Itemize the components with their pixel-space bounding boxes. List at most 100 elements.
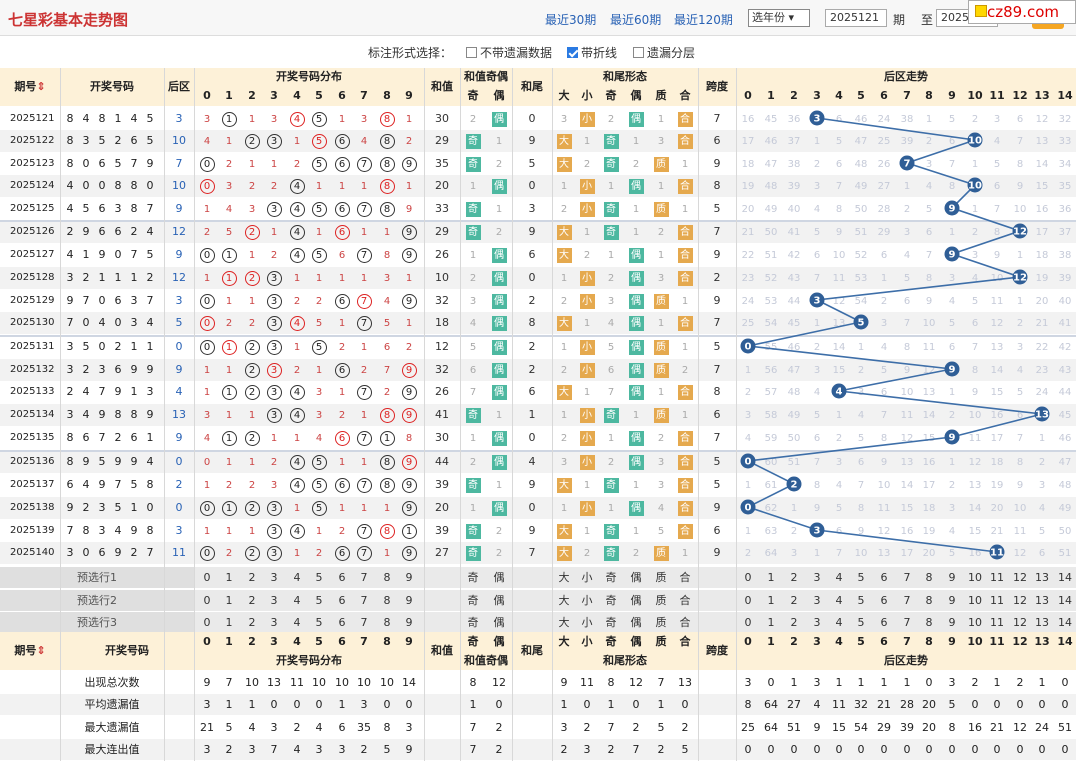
selector-back[interactable]: 7 <box>903 571 911 584</box>
selector-digit[interactable]: 1 <box>225 616 233 629</box>
selector-back[interactable]: 4 <box>835 571 843 584</box>
selector-digit[interactable]: 3 <box>270 594 278 607</box>
recent-30-link[interactable]: 最近30期 <box>545 13 597 27</box>
selector-shape[interactable]: 大 <box>558 616 570 629</box>
year-select[interactable]: 选年份 ▾ <box>748 9 810 27</box>
selector-digit[interactable]: 0 <box>203 571 211 584</box>
selector-back[interactable]: 13 <box>1035 616 1049 629</box>
selector-back[interactable]: 10 <box>968 616 982 629</box>
checkbox-checked-icon[interactable] <box>567 47 578 58</box>
selector-back[interactable]: 5 <box>857 571 865 584</box>
footer-period[interactable]: 期号⇕ <box>0 632 60 670</box>
selector-back[interactable]: 9 <box>948 616 956 629</box>
selector-shape[interactable]: 质 <box>655 616 667 629</box>
selector-digit[interactable]: 0 <box>203 616 211 629</box>
selector-shape[interactable]: 小 <box>581 616 593 629</box>
selector-digit[interactable]: 8 <box>383 594 391 607</box>
selector-back[interactable]: 4 <box>835 616 843 629</box>
selector-back[interactable]: 7 <box>903 594 911 607</box>
selector-back[interactable]: 9 <box>948 571 956 584</box>
selector-digit[interactable]: 2 <box>248 594 256 607</box>
selector-shape[interactable]: 大 <box>558 571 570 584</box>
selector-digit[interactable]: 4 <box>293 594 301 607</box>
selector-back[interactable]: 3 <box>813 594 821 607</box>
selector-oe[interactable]: 奇 <box>467 594 479 607</box>
selector-oe[interactable]: 奇 <box>467 571 479 584</box>
selector-back[interactable]: 1 <box>767 571 775 584</box>
checkbox-icon[interactable] <box>466 47 477 58</box>
selector-digit[interactable]: 9 <box>405 594 413 607</box>
selector-digit[interactable]: 7 <box>360 594 368 607</box>
selector-back[interactable]: 9 <box>948 594 956 607</box>
selector-digit[interactable]: 8 <box>383 571 391 584</box>
selector-shape[interactable]: 合 <box>679 594 691 607</box>
selector-digit[interactable]: 5 <box>315 571 323 584</box>
header-period[interactable]: 期号⇕ <box>0 68 60 106</box>
selector-digit[interactable]: 0 <box>203 594 211 607</box>
selector-digit[interactable]: 2 <box>248 616 256 629</box>
selector-back[interactable]: 11 <box>990 571 1004 584</box>
from-period-input[interactable]: 2025121 <box>825 9 887 27</box>
selector-digit[interactable]: 4 <box>293 616 301 629</box>
selector-back[interactable]: 11 <box>990 616 1004 629</box>
selector-back[interactable]: 11 <box>990 594 1004 607</box>
selector-shape[interactable]: 质 <box>655 594 667 607</box>
selector-digit[interactable]: 5 <box>315 594 323 607</box>
selector-digit[interactable]: 3 <box>270 616 278 629</box>
selector-digit[interactable]: 3 <box>270 571 278 584</box>
selector-shape[interactable]: 奇 <box>605 571 617 584</box>
selector-shape[interactable]: 质 <box>655 571 667 584</box>
recent-120-link[interactable]: 最近120期 <box>674 13 733 27</box>
selector-back[interactable]: 6 <box>880 571 888 584</box>
selector-back[interactable]: 10 <box>968 594 982 607</box>
selector-back[interactable]: 10 <box>968 571 982 584</box>
selector-back[interactable]: 14 <box>1058 594 1072 607</box>
selector-back[interactable]: 0 <box>744 571 752 584</box>
selector-digit[interactable]: 1 <box>225 594 233 607</box>
checkbox-icon[interactable] <box>633 47 644 58</box>
selector-back[interactable]: 0 <box>744 594 752 607</box>
selector-back[interactable]: 3 <box>813 571 821 584</box>
recent-60-link[interactable]: 最近60期 <box>610 13 662 27</box>
selector-back[interactable]: 2 <box>790 571 798 584</box>
selector-back[interactable]: 2 <box>790 616 798 629</box>
selector-shape[interactable]: 偶 <box>630 616 642 629</box>
selector-back[interactable]: 12 <box>1013 616 1027 629</box>
selector-oe[interactable]: 偶 <box>493 594 505 607</box>
selector-back[interactable]: 5 <box>857 616 865 629</box>
option-miss-layer[interactable]: 遗漏分层 <box>633 44 695 61</box>
selector-shape[interactable]: 合 <box>679 616 691 629</box>
selector-back[interactable]: 5 <box>857 594 865 607</box>
option-no-miss[interactable]: 不带遗漏数据 <box>466 44 552 61</box>
selector-back[interactable]: 14 <box>1058 571 1072 584</box>
selector-digit[interactable]: 8 <box>383 616 391 629</box>
selector-back[interactable]: 7 <box>903 616 911 629</box>
selector-oe[interactable]: 偶 <box>493 616 505 629</box>
selector-shape[interactable]: 小 <box>581 594 593 607</box>
selector-shape[interactable]: 大 <box>558 594 570 607</box>
selector-back[interactable]: 13 <box>1035 571 1049 584</box>
selector-shape[interactable]: 偶 <box>630 594 642 607</box>
selector-back[interactable]: 12 <box>1013 571 1027 584</box>
selector-oe[interactable]: 偶 <box>493 571 505 584</box>
selector-digit[interactable]: 7 <box>360 571 368 584</box>
selector-digit[interactable]: 2 <box>248 571 256 584</box>
selector-back[interactable]: 0 <box>744 616 752 629</box>
selector-back[interactable]: 13 <box>1035 594 1049 607</box>
selector-back[interactable]: 6 <box>880 594 888 607</box>
selector-digit[interactable]: 6 <box>338 571 346 584</box>
selector-oe[interactable]: 奇 <box>467 616 479 629</box>
selector-shape[interactable]: 奇 <box>605 616 617 629</box>
selector-shape[interactable]: 合 <box>679 571 691 584</box>
selector-back[interactable]: 2 <box>790 594 798 607</box>
selector-back[interactable]: 8 <box>925 616 933 629</box>
selector-digit[interactable]: 1 <box>225 571 233 584</box>
selector-back[interactable]: 4 <box>835 594 843 607</box>
selector-back[interactable]: 1 <box>767 594 775 607</box>
selector-back[interactable]: 12 <box>1013 594 1027 607</box>
selector-back[interactable]: 3 <box>813 616 821 629</box>
selector-digit[interactable]: 4 <box>293 571 301 584</box>
selector-digit[interactable]: 6 <box>338 616 346 629</box>
selector-shape[interactable]: 偶 <box>630 571 642 584</box>
selector-digit[interactable]: 9 <box>405 571 413 584</box>
